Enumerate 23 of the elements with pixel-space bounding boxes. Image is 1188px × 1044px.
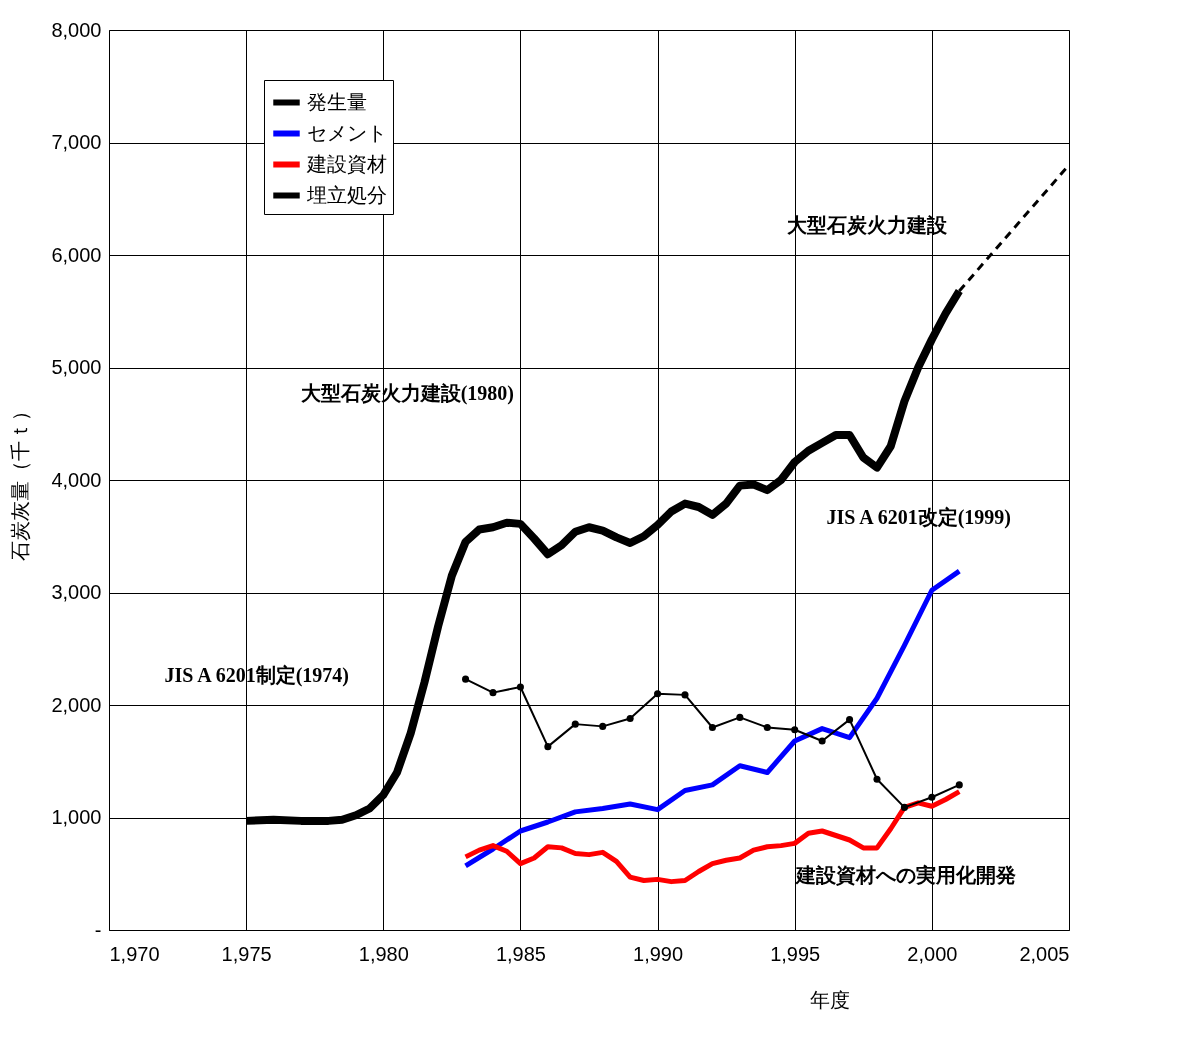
x-tick-label: 1,990 [633, 942, 684, 965]
x-tick-label: 1,975 [221, 942, 272, 965]
y-tick-label: 7,000 [51, 131, 102, 153]
y-axis-title: 石炭灰量（千ｔ） [9, 400, 32, 561]
legend-label: 建設資材 [306, 152, 387, 175]
x-tick-label: 1,980 [358, 942, 409, 965]
y-tick-label: 4,000 [51, 468, 102, 491]
x-tick-label: 1,970 [109, 942, 160, 965]
y-tick-label: 2,000 [51, 693, 102, 716]
y-tick-label: - [94, 918, 102, 941]
y-tick-label: 3,000 [51, 581, 102, 603]
legend-label: 発生量 [307, 90, 367, 113]
y-tick-label: 8,000 [51, 18, 102, 41]
x-tick-label: 1,995 [770, 942, 821, 965]
y-tick-label: 6,000 [51, 243, 102, 266]
x-tick-label: 2,005 [1019, 942, 1070, 965]
x-tick-label: 2,000 [907, 942, 958, 965]
y-tick-label: 5,000 [51, 356, 102, 378]
x-tick-label: 1,985 [495, 942, 546, 965]
y-tick-label: 1,000 [51, 806, 102, 828]
legend-label: 埋立処分 [306, 183, 387, 206]
legend-label: セメント [307, 121, 387, 144]
x-axis-title: 年度 [809, 988, 850, 1011]
